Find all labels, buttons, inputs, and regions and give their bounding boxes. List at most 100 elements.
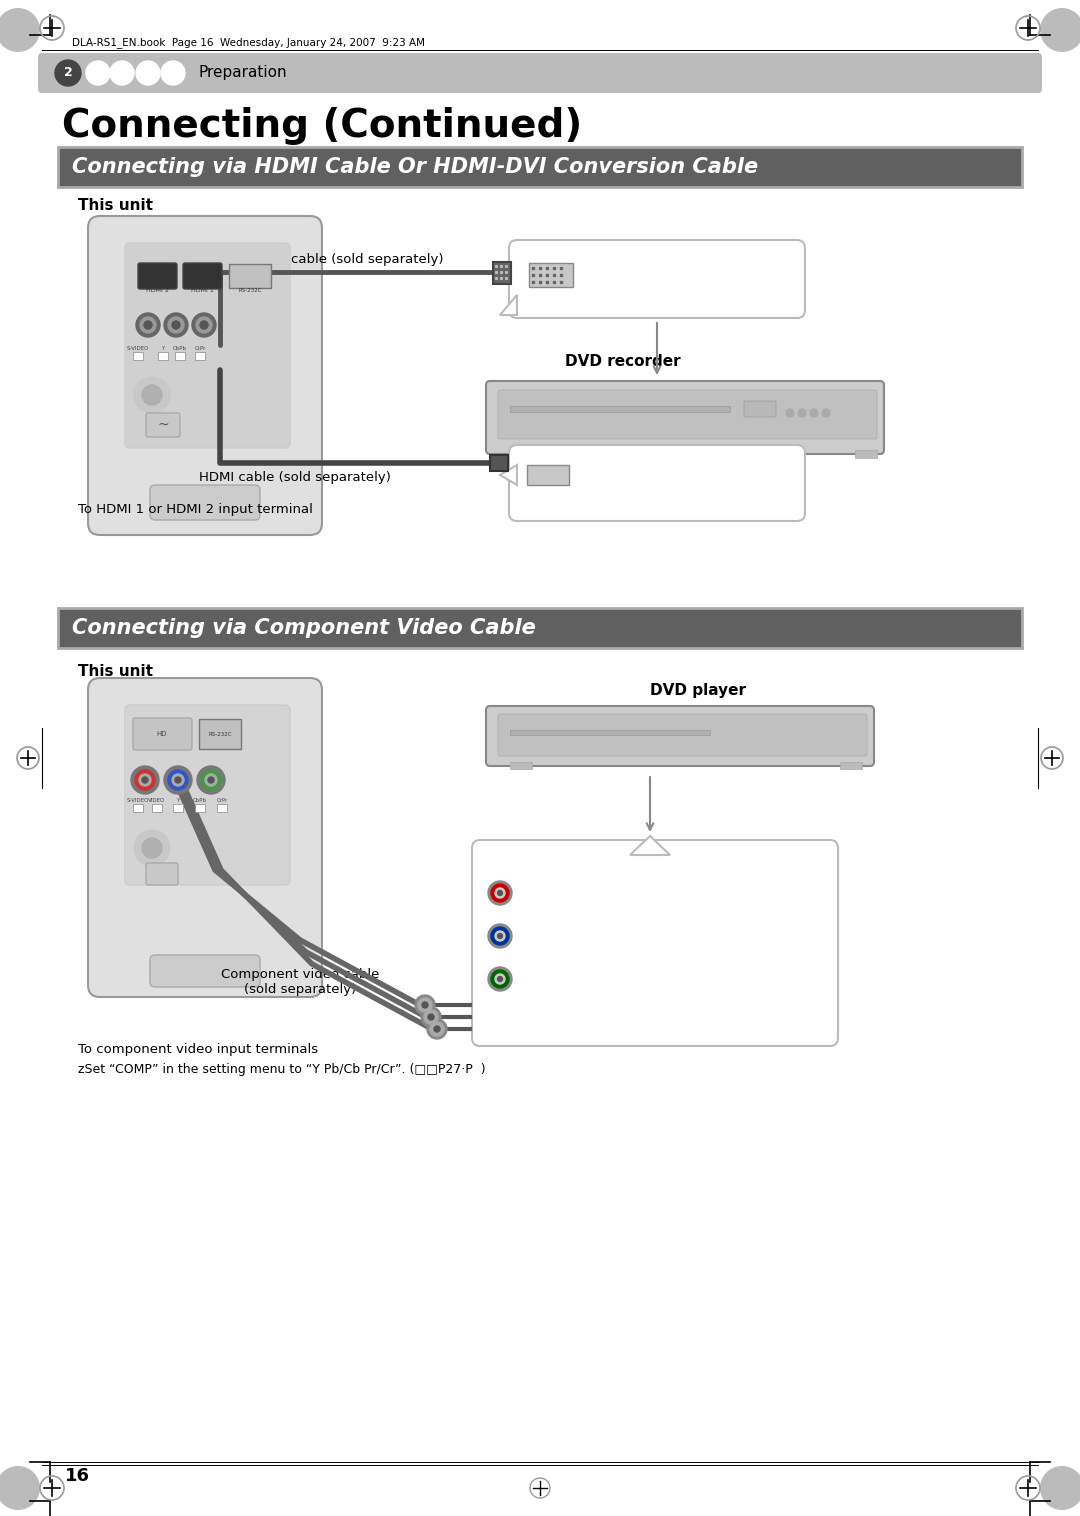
Circle shape (141, 385, 162, 405)
Text: HDMI output terminal: HDMI output terminal (590, 470, 733, 484)
FancyBboxPatch shape (87, 678, 322, 998)
FancyBboxPatch shape (146, 863, 178, 885)
FancyBboxPatch shape (199, 719, 241, 749)
FancyBboxPatch shape (173, 803, 183, 813)
Circle shape (427, 1019, 447, 1038)
Text: This unit: This unit (78, 199, 153, 214)
Circle shape (205, 775, 217, 785)
Circle shape (418, 998, 432, 1013)
Circle shape (491, 970, 509, 988)
FancyBboxPatch shape (195, 803, 205, 813)
FancyBboxPatch shape (195, 352, 205, 359)
Circle shape (200, 321, 208, 329)
Text: Y: Y (176, 797, 179, 802)
Text: To component video input terminals: To component video input terminals (78, 1043, 319, 1057)
FancyBboxPatch shape (490, 455, 508, 471)
FancyBboxPatch shape (58, 147, 1022, 186)
FancyBboxPatch shape (125, 243, 291, 449)
Circle shape (498, 890, 502, 896)
Text: DLA-RS1_EN.book  Page 16  Wednesday, January 24, 2007  9:23 AM: DLA-RS1_EN.book Page 16 Wednesday, Janua… (72, 38, 426, 49)
Text: Connecting via Component Video Cable: Connecting via Component Video Cable (72, 619, 536, 638)
Text: ~: ~ (158, 418, 168, 432)
Text: HDMI cable (sold separately): HDMI cable (sold separately) (199, 471, 391, 485)
Circle shape (491, 884, 509, 902)
Circle shape (498, 976, 502, 981)
Text: HDMI 1: HDMI 1 (191, 288, 214, 294)
Polygon shape (630, 835, 670, 855)
Circle shape (1040, 8, 1080, 52)
Text: DVD player: DVD player (650, 682, 746, 697)
Circle shape (421, 1007, 441, 1026)
FancyBboxPatch shape (492, 262, 511, 283)
FancyBboxPatch shape (150, 955, 260, 987)
Circle shape (434, 1026, 440, 1032)
Circle shape (0, 1466, 40, 1510)
Text: Connecting (Continued): Connecting (Continued) (62, 108, 582, 146)
Circle shape (140, 317, 156, 334)
Text: This unit: This unit (78, 664, 153, 679)
Circle shape (430, 1022, 444, 1035)
FancyBboxPatch shape (510, 450, 532, 458)
FancyBboxPatch shape (510, 406, 730, 412)
Circle shape (110, 61, 134, 85)
Circle shape (488, 967, 512, 991)
Text: DVI output terminal: DVI output terminal (586, 273, 717, 285)
Circle shape (55, 61, 81, 86)
FancyBboxPatch shape (509, 240, 805, 318)
Text: Connecting via HDMI Cable Or HDMI-DVI Conversion Cable: Connecting via HDMI Cable Or HDMI-DVI Co… (72, 158, 758, 177)
Circle shape (168, 770, 188, 790)
Circle shape (422, 1002, 428, 1008)
Circle shape (134, 377, 170, 412)
Circle shape (161, 61, 185, 85)
Circle shape (195, 317, 212, 334)
Circle shape (135, 770, 156, 790)
Text: Cᴿ/Pᴿ (Red): Cᴿ/Pᴿ (Red) (522, 885, 598, 901)
Text: RS-232C: RS-232C (239, 288, 261, 294)
Circle shape (415, 994, 435, 1016)
FancyBboxPatch shape (150, 485, 260, 520)
Text: HDMI 2: HDMI 2 (146, 288, 168, 294)
FancyBboxPatch shape (152, 803, 162, 813)
Text: CrPr: CrPr (194, 346, 205, 350)
Circle shape (798, 409, 806, 417)
Text: HDMI-DVI conversion cable (sold separately): HDMI-DVI conversion cable (sold separate… (147, 253, 443, 265)
Text: CbPb: CbPb (173, 346, 187, 350)
Text: Component video output terminals: Component video output terminals (495, 860, 728, 873)
Circle shape (208, 778, 214, 782)
Text: zSet “COMP” in the setting menu to “Y Pb/Cb Pr/Cr”. (□□P27·P  ): zSet “COMP” in the setting menu to “Y Pb… (78, 1064, 486, 1076)
Circle shape (488, 881, 512, 905)
Circle shape (141, 838, 162, 858)
Text: 2: 2 (64, 67, 72, 79)
Circle shape (201, 770, 221, 790)
FancyBboxPatch shape (87, 215, 322, 535)
Circle shape (172, 775, 184, 785)
FancyBboxPatch shape (486, 706, 874, 766)
FancyBboxPatch shape (125, 705, 291, 885)
FancyBboxPatch shape (138, 262, 177, 290)
Circle shape (1040, 1466, 1080, 1510)
Circle shape (86, 61, 110, 85)
FancyBboxPatch shape (38, 53, 1042, 92)
Circle shape (0, 8, 40, 52)
Circle shape (164, 312, 188, 337)
Circle shape (197, 766, 225, 794)
FancyBboxPatch shape (840, 763, 862, 769)
Circle shape (495, 973, 505, 984)
Text: HD: HD (157, 731, 167, 737)
FancyBboxPatch shape (183, 262, 222, 290)
Circle shape (144, 321, 152, 329)
Circle shape (164, 766, 192, 794)
FancyBboxPatch shape (855, 450, 877, 458)
FancyBboxPatch shape (472, 840, 838, 1046)
FancyBboxPatch shape (158, 352, 168, 359)
Text: To HDMI 1 or HDMI 2 input terminal: To HDMI 1 or HDMI 2 input terminal (78, 503, 313, 517)
Circle shape (491, 926, 509, 944)
FancyBboxPatch shape (498, 390, 877, 440)
Circle shape (424, 1010, 438, 1023)
FancyBboxPatch shape (527, 465, 569, 485)
FancyBboxPatch shape (510, 763, 532, 769)
Circle shape (141, 778, 148, 782)
FancyBboxPatch shape (486, 381, 885, 453)
Circle shape (495, 888, 505, 897)
Polygon shape (500, 465, 517, 485)
